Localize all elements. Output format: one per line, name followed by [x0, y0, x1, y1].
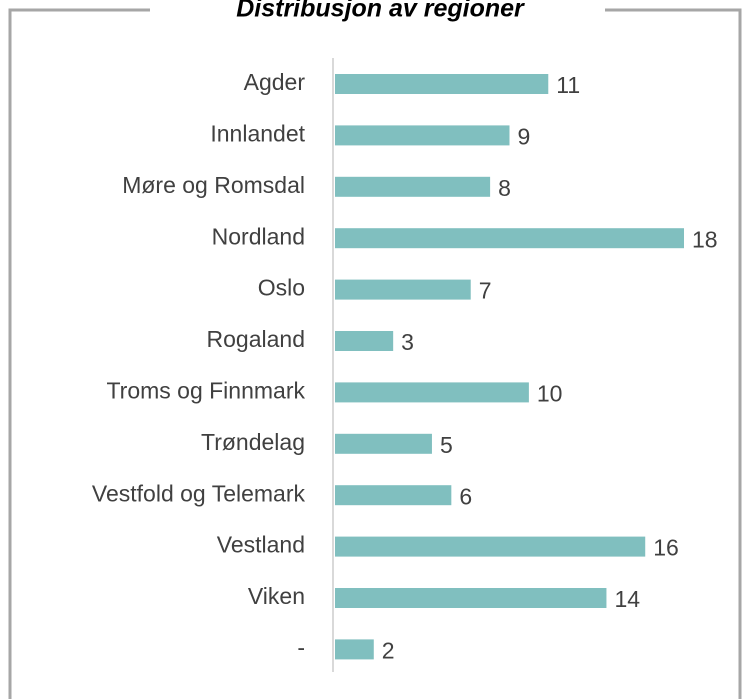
category-label: Trøndelag	[201, 429, 305, 455]
category-label: Møre og Romsdal	[122, 172, 305, 198]
category-label: Vestland	[217, 532, 305, 558]
data-label: 11	[556, 72, 580, 98]
data-label: 16	[653, 535, 679, 561]
frame-right	[605, 8, 742, 699]
bar	[335, 588, 607, 608]
category-label: Viken	[248, 583, 305, 609]
frame-left	[8, 8, 150, 699]
bar	[335, 433, 432, 454]
data-label: 14	[614, 586, 640, 612]
bar	[335, 536, 646, 557]
category-label: Oslo	[258, 275, 305, 301]
category-label: Rogaland	[207, 326, 305, 352]
data-label: 8	[498, 175, 511, 201]
data-label: 2	[382, 637, 395, 663]
chart-title: Distribusjon av regioner	[236, 0, 525, 23]
data-label: 3	[401, 329, 414, 355]
category-label: Innlandet	[210, 120, 305, 146]
category-label: -	[297, 634, 305, 660]
bar	[335, 125, 510, 146]
data-label: 9	[518, 123, 531, 149]
data-label: 6	[459, 483, 472, 509]
bar	[335, 485, 452, 506]
bar	[335, 331, 394, 351]
data-label: 18	[692, 226, 718, 252]
data-label: 10	[537, 380, 563, 406]
bar	[335, 639, 374, 660]
frame	[8, 8, 742, 699]
bar	[335, 74, 549, 94]
category-label: Troms og Finnmark	[106, 377, 305, 403]
data-label: 5	[440, 432, 453, 458]
bar	[335, 279, 471, 300]
data-label: 7	[479, 278, 492, 304]
bar	[335, 382, 529, 403]
bar	[335, 228, 684, 249]
category-label: Vestfold og Telemark	[92, 480, 306, 506]
category-label: Nordland	[212, 223, 305, 249]
category-label: Agder	[244, 69, 306, 95]
bar	[335, 176, 491, 197]
